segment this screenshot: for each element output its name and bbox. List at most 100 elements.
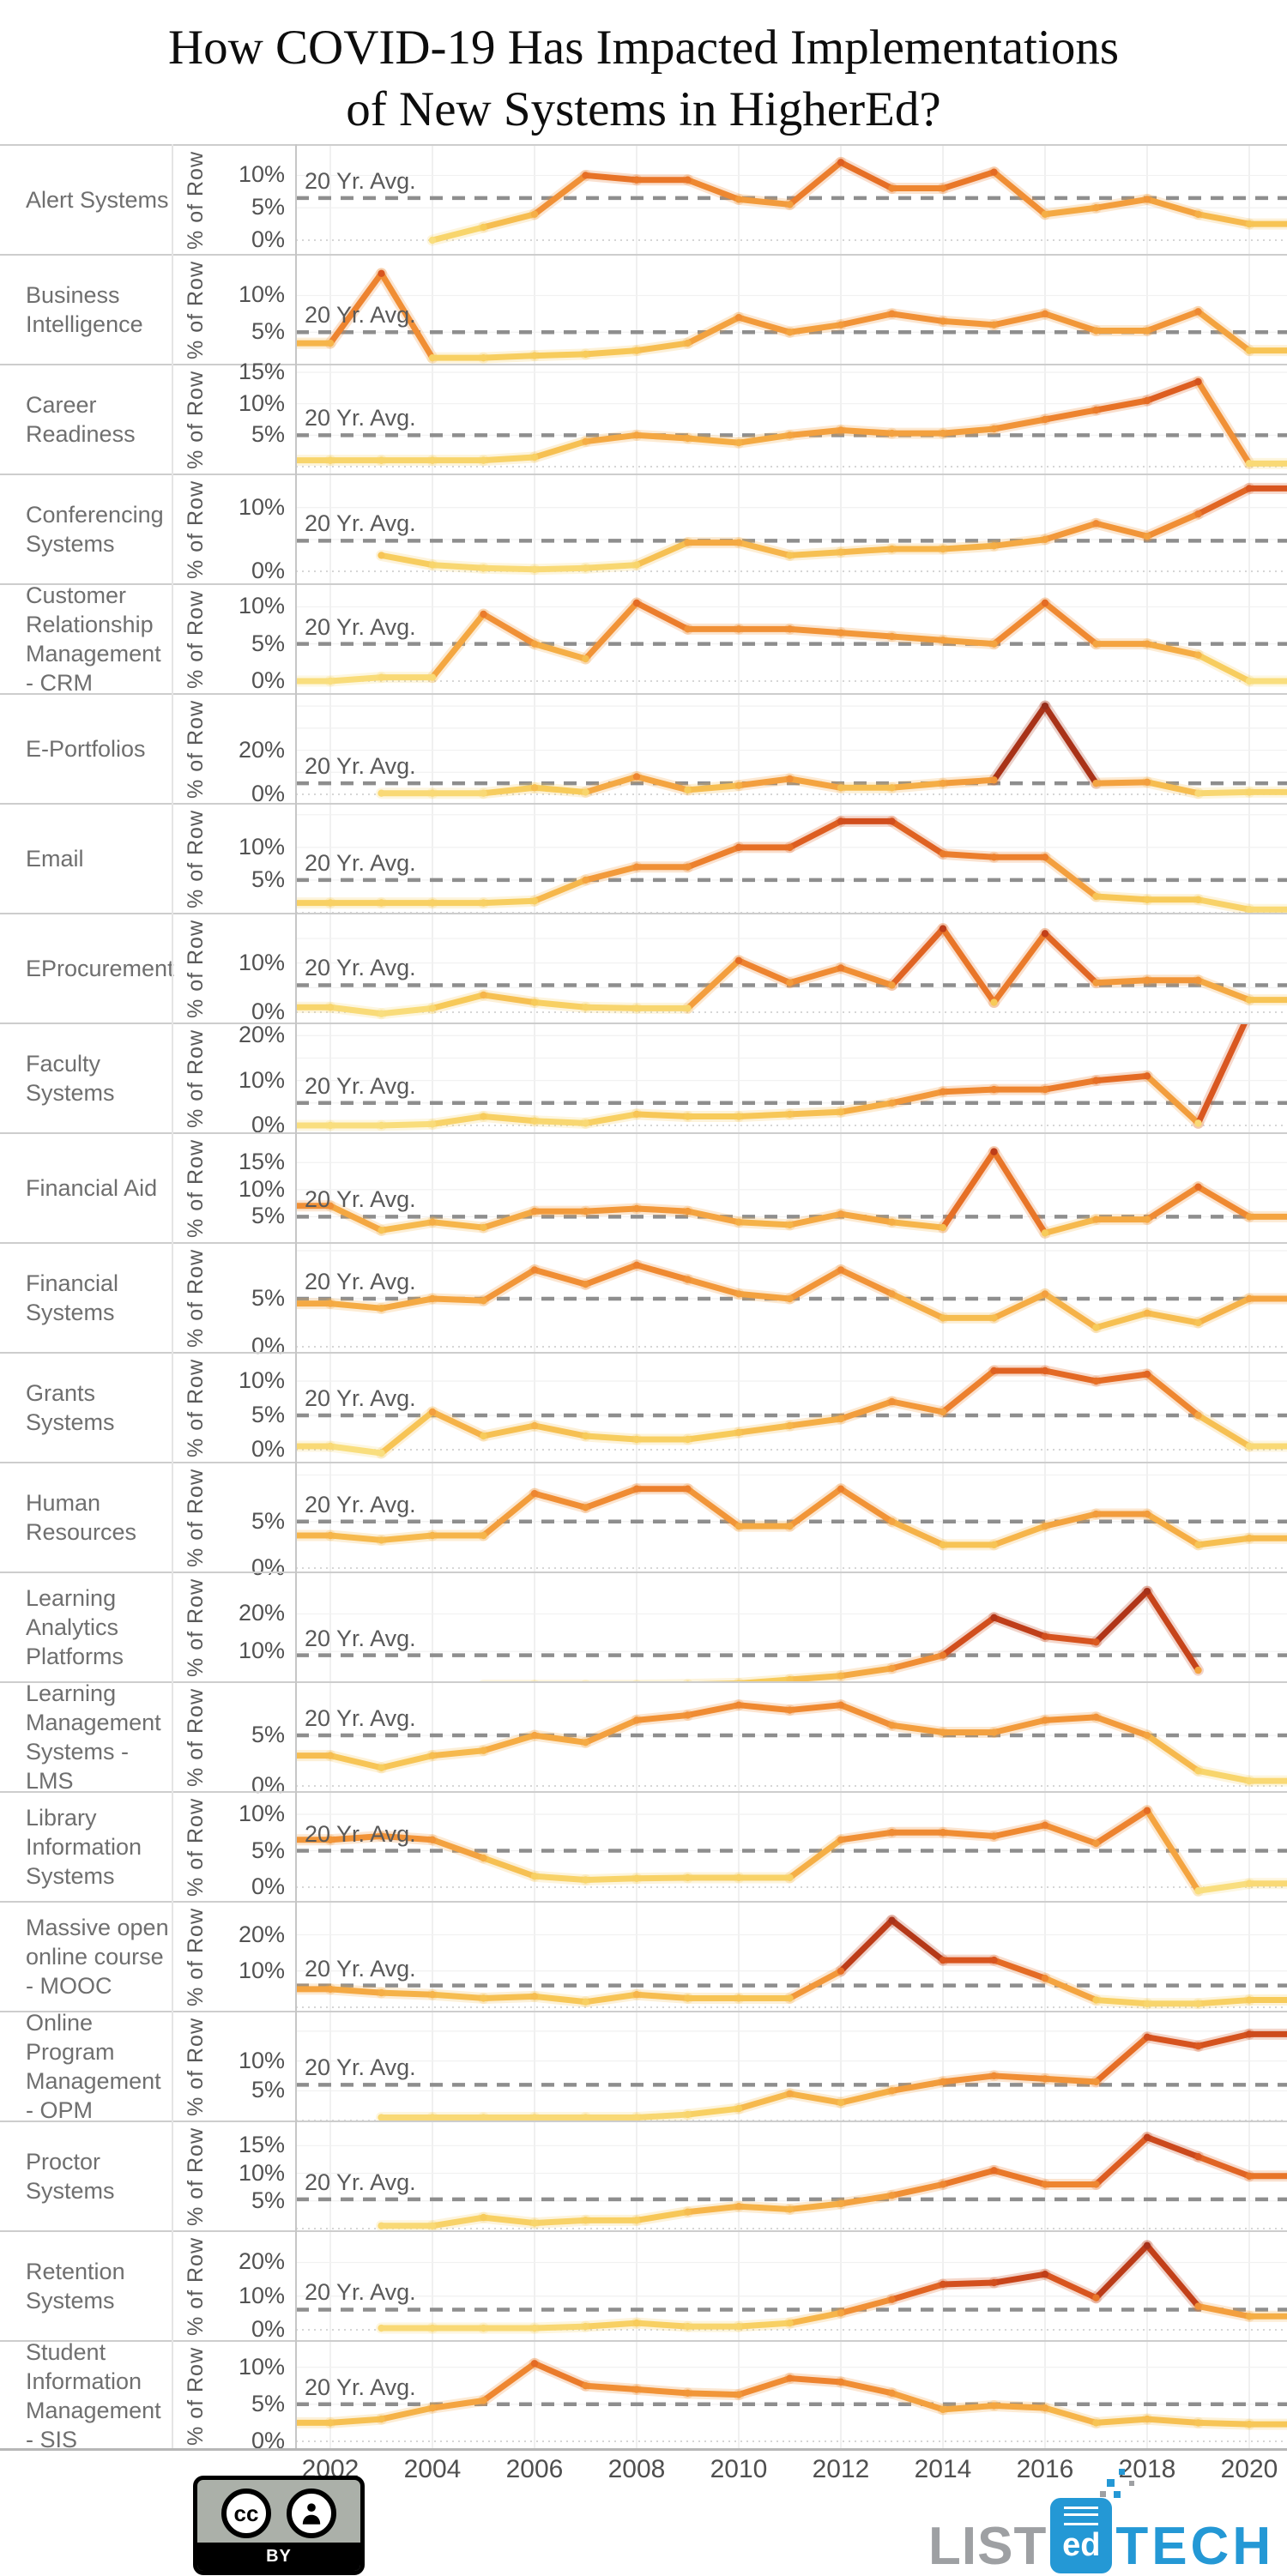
- plot-svg: [296, 1903, 1287, 2011]
- x-tick-label-2012: 2012: [800, 2455, 882, 2484]
- plot-svg: [296, 2012, 1287, 2121]
- row-label: Student Information Management - SIS: [26, 2342, 170, 2450]
- y-tick-label: 20%: [213, 1022, 285, 1047]
- y-axis-title: % of Row: [173, 585, 218, 693]
- plot-svg: [296, 1683, 1287, 1791]
- plot-svg: [296, 365, 1287, 474]
- plot-area: 20 Yr. Avg.: [296, 2012, 1287, 2121]
- row-label: EProcurement: [26, 914, 170, 1023]
- avg-label: 20 Yr. Avg.: [305, 1185, 416, 1213]
- y-axis-title: % of Row: [173, 365, 218, 474]
- y-axis-title-text: % of Row: [184, 1578, 208, 1677]
- y-tick-label: 10%: [213, 1801, 285, 1826]
- y-tick-label: 10%: [213, 494, 285, 520]
- row-label: Online Program Management - OPM: [26, 2012, 170, 2121]
- plot-svg: [296, 1573, 1287, 1681]
- avg-label: 20 Yr. Avg.: [305, 752, 416, 780]
- y-axis-title-text: % of Row: [184, 2127, 208, 2226]
- plot-area: 20 Yr. Avg.: [296, 2122, 1287, 2230]
- y-axis-title: % of Row: [173, 1903, 218, 2011]
- plot-area: 20 Yr. Avg.: [296, 1354, 1287, 1462]
- y-axis-title: % of Row: [173, 2342, 218, 2450]
- cc-icon: cc: [221, 2489, 271, 2538]
- plot-area: 20 Yr. Avg.: [296, 2342, 1287, 2450]
- row-label: Massive open online course - MOOC: [26, 1903, 170, 2011]
- logo-list-text: LIST: [928, 2520, 1047, 2573]
- row-label: Career Readiness: [26, 365, 170, 474]
- y-tick-label: 5%: [213, 1837, 285, 1863]
- avg-label: 20 Yr. Avg.: [305, 1955, 416, 1982]
- y-tick-label: 10%: [213, 1958, 285, 1983]
- y-tick-label: 0%: [213, 998, 285, 1024]
- plot-svg: [296, 1463, 1287, 1572]
- y-axis-title-text: % of Row: [184, 480, 208, 579]
- y-axis-title: % of Row: [173, 1354, 218, 1462]
- plot-area: 20 Yr. Avg.: [296, 1573, 1287, 1681]
- y-axis-title: % of Row: [173, 1683, 218, 1791]
- y-tick-label: 10%: [213, 834, 285, 860]
- row-label: Library Information Systems: [26, 1793, 170, 1901]
- cc-icon-label: cc: [234, 2501, 259, 2527]
- chart-row-student-information-management-sis: Student Information Management - SIS% of…: [0, 2340, 1287, 2450]
- row-label: Alert Systems: [26, 146, 170, 254]
- y-axis-title-text: % of Row: [184, 1139, 208, 1238]
- y-axis-title: % of Row: [173, 805, 218, 913]
- y-tick-label: 10%: [213, 1638, 285, 1663]
- y-axis-title-text: % of Row: [184, 590, 208, 689]
- y-tick-label: 10%: [213, 1367, 285, 1393]
- chart-row-customer-relationship-management-crm: Customer Relationship Management - CRM% …: [0, 583, 1287, 693]
- pixel-dot: [1107, 2479, 1115, 2487]
- y-tick-label: 10%: [213, 2283, 285, 2308]
- plot-svg: [296, 2122, 1287, 2230]
- row-label: Customer Relationship Management - CRM: [26, 585, 170, 693]
- plot-area: 20 Yr. Avg.: [296, 365, 1287, 474]
- y-axis-title-text: % of Row: [184, 920, 208, 1018]
- y-tick-label: 10%: [213, 1176, 285, 1202]
- row-label: Learning Analytics Platforms: [26, 1573, 170, 1681]
- cc-by-label: BY: [197, 2543, 360, 2571]
- y-axis-title: % of Row: [173, 2232, 218, 2340]
- y-tick-label: 10%: [213, 2160, 285, 2186]
- y-axis-title: % of Row: [173, 1463, 218, 1572]
- y-tick-label: 0%: [213, 1873, 285, 1899]
- plot-svg: [296, 914, 1287, 1023]
- avg-label: 20 Yr. Avg.: [305, 167, 416, 195]
- plot-area: 20 Yr. Avg.: [296, 2232, 1287, 2340]
- plot-area: 20 Yr. Avg.: [296, 146, 1287, 254]
- row-label: Conferencing Systems: [26, 475, 170, 583]
- avg-label: 20 Yr. Avg.: [305, 2169, 416, 2196]
- y-axis-title-text: % of Row: [184, 1249, 208, 1348]
- y-axis-title-text: % of Row: [184, 1908, 208, 2006]
- pixel-dot: [1129, 2481, 1134, 2486]
- y-axis-title: % of Row: [173, 1244, 218, 1352]
- avg-label: 20 Yr. Avg.: [305, 404, 416, 431]
- row-label: Financial Aid: [26, 1134, 170, 1242]
- plot-svg: [296, 2342, 1287, 2450]
- plot-area: 20 Yr. Avg.: [296, 1244, 1287, 1352]
- page-title: How COVID-19 Has Impacted Implementation…: [0, 17, 1287, 142]
- avg-label: 20 Yr. Avg.: [305, 301, 416, 329]
- avg-label: 20 Yr. Avg.: [305, 954, 416, 981]
- y-tick-label: 0%: [213, 2316, 285, 2342]
- plot-area: 20 Yr. Avg.: [296, 1903, 1287, 2011]
- y-tick-label: 0%: [213, 558, 285, 583]
- row-label: Proctor Systems: [26, 2122, 170, 2230]
- y-tick-label: 5%: [213, 1402, 285, 1427]
- y-axis-title-text: % of Row: [184, 1469, 208, 1567]
- x-tick-label-2010: 2010: [698, 2455, 780, 2484]
- plot-left-axis-line: [295, 144, 297, 2450]
- x-tick-label-2004: 2004: [391, 2455, 474, 2484]
- listedtech-logo: LIST ed TECH: [928, 2470, 1274, 2573]
- y-axis-title: % of Row: [173, 146, 218, 254]
- plot-svg: [296, 1134, 1287, 1242]
- y-axis-title-text: % of Row: [184, 1029, 208, 1128]
- row-label: Retention Systems: [26, 2232, 170, 2340]
- y-axis-title-text: % of Row: [184, 261, 208, 359]
- plot-svg: [296, 1354, 1287, 1462]
